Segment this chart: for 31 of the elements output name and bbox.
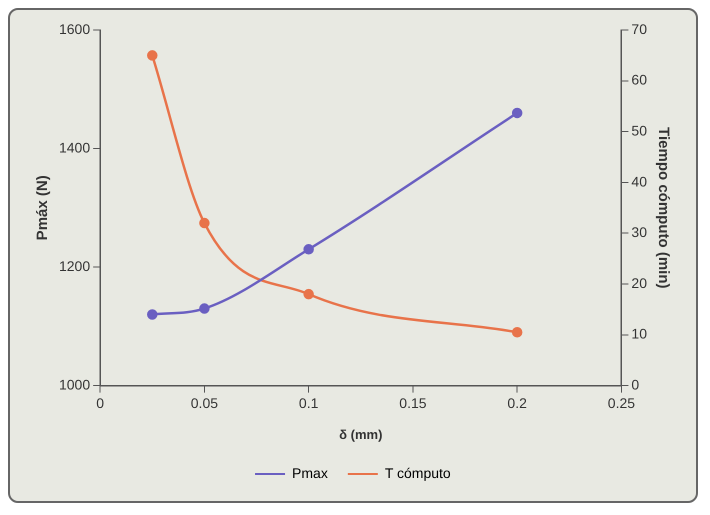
x-axis-title: δ (mm) (339, 426, 382, 442)
y-tick-label: 1600 (58, 20, 90, 37)
y2-tick-label: 10 (631, 326, 648, 342)
y2-tick-label: 40 (631, 173, 648, 190)
y2-tick-label: 30 (631, 224, 648, 240)
y-tick-label: 1400 (58, 139, 90, 156)
y2-tick-label: 60 (631, 72, 648, 88)
point (303, 244, 314, 255)
y-axis-title: Pmáx (N) (34, 175, 52, 240)
point (199, 218, 210, 228)
x-tick-label: 0.2 (507, 394, 528, 411)
legend-label: T cómputo (384, 464, 451, 481)
y2-tick-label: 20 (631, 274, 648, 291)
y-tick-label: 1200 (58, 258, 90, 274)
point (199, 303, 210, 314)
y2-tick-label: 0 (631, 376, 640, 392)
point (512, 327, 522, 338)
x-tick-label: 0.05 (190, 394, 218, 411)
x-tick-label: 0.25 (608, 394, 636, 411)
y2-tick-label: 50 (631, 122, 648, 138)
point (147, 309, 158, 320)
x-tick-label: 0.15 (399, 394, 427, 411)
point (303, 288, 314, 300)
legend-label: Pmax (292, 464, 328, 481)
point (512, 108, 522, 118)
y-tick-label: 1000 (58, 376, 90, 392)
x-tick-label: 0.1 (298, 394, 319, 411)
y2-tick-label: 70 (631, 20, 648, 37)
x-tick-label: 0 (96, 394, 104, 411)
point (147, 50, 158, 61)
y2-axis-title: Tiempo cómputo (min) (654, 127, 672, 288)
